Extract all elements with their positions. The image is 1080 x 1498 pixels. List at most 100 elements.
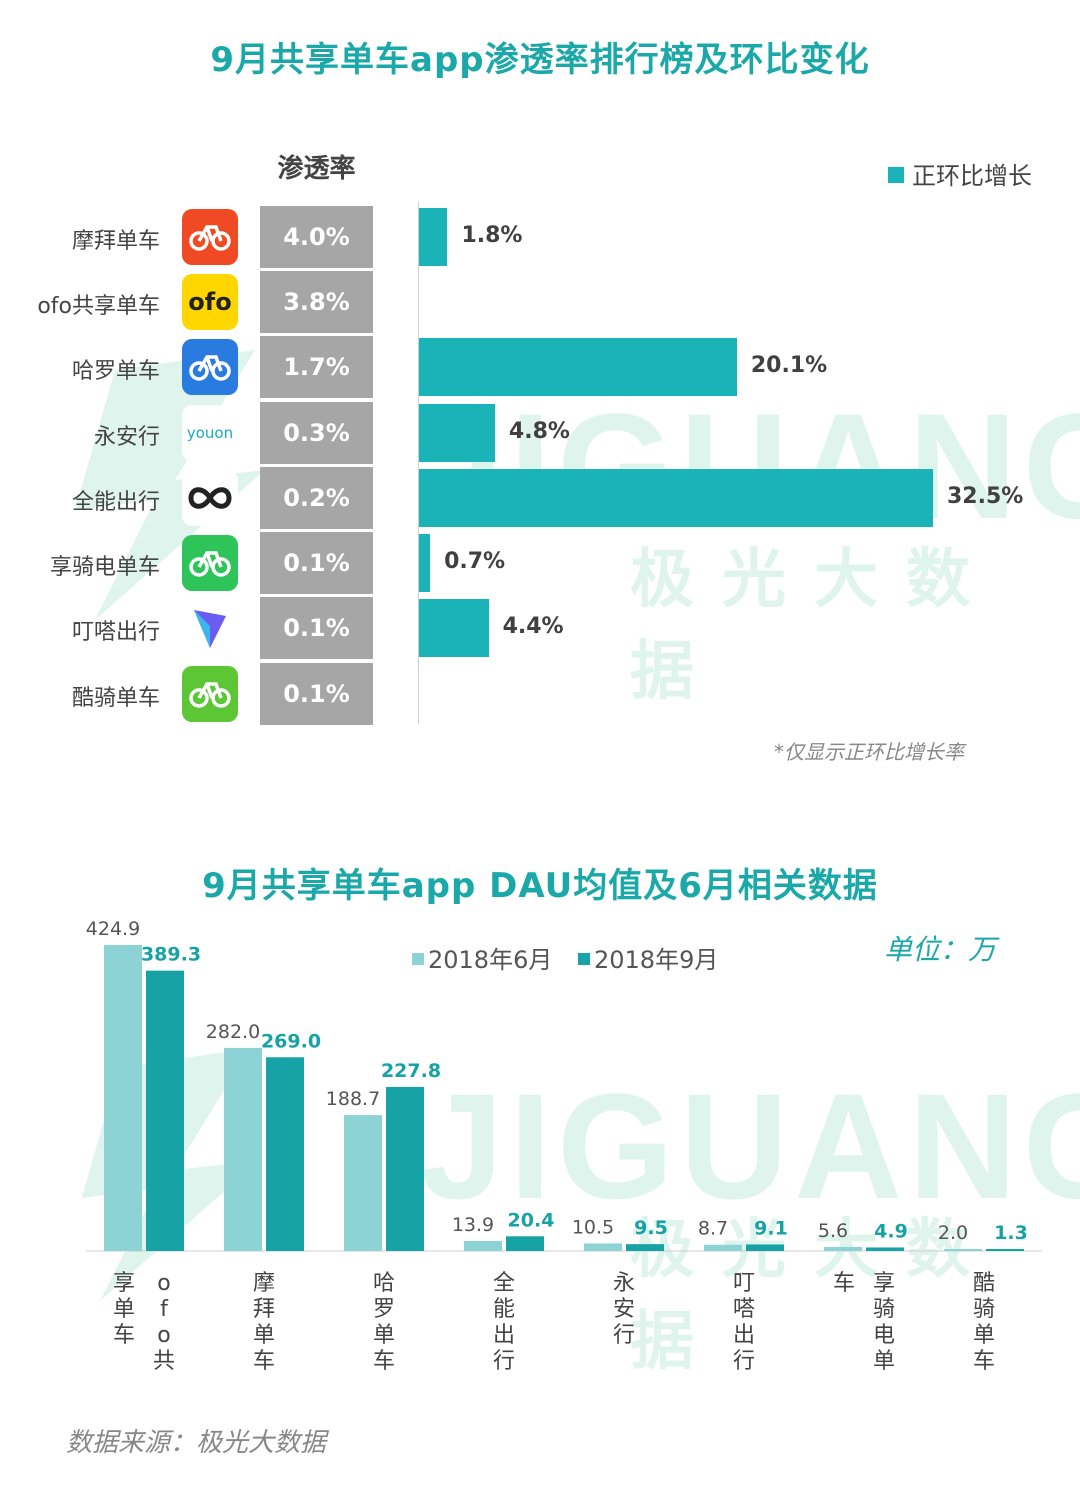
dau-bar-1-4 xyxy=(626,1244,664,1251)
chart2-legend: 2018年6月 2018年9月 xyxy=(412,940,736,975)
category-label-0-0: o xyxy=(157,1271,170,1296)
category-label-0-4: 享 xyxy=(113,1271,135,1296)
dau-label-1-1: 269.0 xyxy=(261,1030,321,1052)
category-label-7-0: 酷 xyxy=(973,1271,995,1296)
xiangqi-icon xyxy=(182,535,238,592)
category-label-5-3: 行 xyxy=(733,1349,755,1374)
dau-label-1-6: 4.9 xyxy=(874,1220,908,1242)
dau-bar-0-2 xyxy=(344,1115,382,1251)
category-label-0-1: f xyxy=(160,1297,169,1322)
svg-text:ofo: ofo xyxy=(188,288,231,316)
dau-label-1-3: 20.4 xyxy=(508,1209,555,1231)
penetration-value-0: 4.0% xyxy=(260,205,373,268)
category-label-0-3: 共 xyxy=(153,1349,175,1374)
legend-swatch-sept xyxy=(578,953,590,965)
growth-label-2: 20.1% xyxy=(750,353,828,379)
dau-label-1-0: 389.3 xyxy=(141,944,201,966)
watermark-en-2: JIGUANG xyxy=(420,1062,1080,1230)
chart1-note: *仅显示正环比增长率 xyxy=(774,740,964,764)
category-label-3-1: 能 xyxy=(493,1297,515,1322)
dau-label-0-1: 282.0 xyxy=(206,1021,260,1043)
dau-label-0-6: 5.6 xyxy=(818,1220,848,1242)
category-label-2-2: 单 xyxy=(373,1323,395,1348)
category-label-0-5: 单 xyxy=(113,1297,135,1322)
dau-bar-1-6 xyxy=(866,1247,904,1251)
legend-swatch-june xyxy=(412,953,424,965)
growth-label-4: 32.5% xyxy=(947,483,1024,509)
category-label-6-4: 车 xyxy=(833,1271,855,1296)
brand-name-3: 永安行 xyxy=(93,424,160,450)
brand-name-5: 享骑电单车 xyxy=(49,555,160,581)
dingda-icon xyxy=(182,600,238,657)
dau-label-1-4: 9.5 xyxy=(634,1217,668,1239)
penetration-value-6: 0.1% xyxy=(260,597,373,660)
category-label-3-3: 行 xyxy=(493,1349,515,1374)
growth-label-5: 0.7% xyxy=(444,549,506,575)
watermark-cn-2: 极光大数据 xyxy=(630,1213,998,1379)
dau-label-0-3: 13.9 xyxy=(452,1214,494,1236)
penetration-value-5: 0.1% xyxy=(260,532,373,595)
chart2-unit: 单位：万 xyxy=(884,933,997,966)
legend-label-growth: 正环比增长 xyxy=(912,162,1032,190)
hellobike-icon xyxy=(182,339,238,396)
dau-bar-0-0 xyxy=(104,945,142,1251)
brand-name-7: 酷骑单车 xyxy=(71,685,160,711)
category-label-7-3: 车 xyxy=(973,1349,995,1374)
ofo-icon: ofo xyxy=(182,273,238,330)
svg-text:youon: youon xyxy=(187,424,233,442)
chart1-axis xyxy=(418,202,419,724)
growth-bar-5 xyxy=(419,534,431,593)
category-label-6-3: 单 xyxy=(873,1349,895,1374)
category-label-0-2: o xyxy=(157,1323,170,1348)
dau-bar-0-7 xyxy=(944,1249,982,1251)
legend-swatch-growth xyxy=(888,167,904,183)
dau-label-0-7: 2.0 xyxy=(938,1222,968,1244)
brand-name-0: 摩拜单车 xyxy=(71,228,160,254)
category-label-1-1: 拜 xyxy=(253,1297,275,1322)
growth-label-6: 4.4% xyxy=(502,614,564,640)
youon-icon: youon xyxy=(182,404,238,461)
category-label-7-2: 单 xyxy=(973,1323,995,1348)
dau-bar-1-5 xyxy=(746,1244,784,1251)
category-label-6-1: 骑 xyxy=(873,1297,895,1322)
penetration-header: 渗透率 xyxy=(277,154,356,184)
brand-name-6: 叮嗒出行 xyxy=(71,620,160,646)
dau-bar-0-3 xyxy=(464,1240,502,1251)
category-label-2-0: 哈 xyxy=(373,1271,395,1296)
penetration-value-1: 3.8% xyxy=(260,270,373,333)
category-label-7-1: 骑 xyxy=(973,1297,995,1322)
category-label-2-1: 罗 xyxy=(373,1297,395,1322)
mobike-icon xyxy=(182,208,238,265)
watermark-logo-icon-2 xyxy=(81,1048,260,1301)
dau-bar-0-1 xyxy=(224,1047,262,1251)
dau-label-1-2: 227.8 xyxy=(381,1060,441,1082)
growth-bar-6 xyxy=(419,599,489,658)
dau-bar-1-0 xyxy=(146,970,184,1251)
category-label-5-1: 嗒 xyxy=(733,1297,755,1322)
chart1-legend: 正环比增长 xyxy=(888,156,1032,191)
category-label-6-0: 享 xyxy=(873,1271,895,1296)
category-label-5-0: 叮 xyxy=(733,1271,755,1296)
growth-bar-3 xyxy=(419,403,495,462)
category-label-6-2: 电 xyxy=(873,1323,895,1348)
dau-bar-0-6 xyxy=(824,1246,862,1251)
dau-label-0-4: 10.5 xyxy=(572,1216,614,1238)
penetration-value-3: 0.3% xyxy=(260,401,373,464)
growth-bar-0 xyxy=(419,207,448,266)
growth-label-0: 1.8% xyxy=(461,222,523,248)
dau-bar-0-4 xyxy=(584,1243,622,1251)
growth-bar-4 xyxy=(419,468,933,527)
dau-label-1-5: 9.1 xyxy=(754,1217,788,1239)
category-label-3-0: 全 xyxy=(493,1271,515,1296)
dau-bar-1-7 xyxy=(986,1249,1024,1251)
watermark-cn: 极光大数据 xyxy=(630,543,998,709)
category-label-4-2: 行 xyxy=(613,1323,635,1348)
dau-label-0-0: 424.9 xyxy=(86,918,140,940)
penetration-value-2: 1.7% xyxy=(260,336,373,399)
category-label-1-2: 单 xyxy=(253,1323,275,1348)
legend-label-june: 2018年6月 xyxy=(428,946,553,974)
dau-bar-1-2 xyxy=(386,1086,424,1251)
category-label-3-2: 出 xyxy=(493,1323,515,1348)
dau-label-0-5: 8.7 xyxy=(698,1218,728,1240)
quanneng-icon xyxy=(182,469,238,526)
